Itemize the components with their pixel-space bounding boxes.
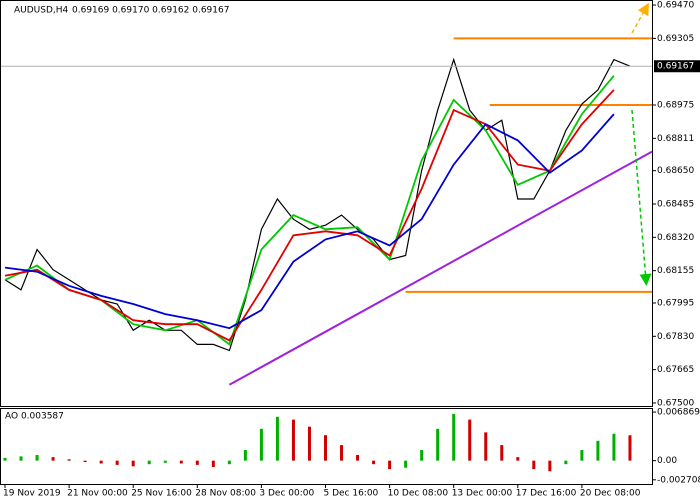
ao-bar [516, 457, 520, 461]
moving-average [4, 113, 615, 330]
ao-bar [51, 457, 55, 461]
y-tick-label: 0.67500 [657, 398, 694, 408]
y-tick-label: 0.67995 [657, 298, 694, 308]
y-tick-label: 0.68320 [657, 233, 694, 243]
ao-bar [19, 456, 23, 461]
ao-bar [259, 428, 263, 461]
x-tick-label: 5 Dec 16:00 [323, 489, 378, 499]
x-tick-label: 20 Dec 08:00 [580, 489, 641, 499]
ao-bar [580, 450, 584, 461]
ao-bar [436, 428, 440, 461]
y-tick-label: 0.68485 [657, 200, 694, 210]
ao-bar [323, 435, 327, 461]
ao-bar [404, 460, 408, 468]
x-tick-label: 17 Dec 16:00 [516, 489, 577, 499]
y-tick-label: 0.68155 [657, 266, 694, 276]
ao-bar [596, 440, 600, 461]
ao-bar [115, 460, 119, 465]
ao-bar [420, 450, 424, 461]
trendline [228, 150, 653, 386]
y-tick-label: 0.69305 [657, 34, 694, 44]
down-arrow [631, 109, 652, 286]
y-tick-label: 0.67830 [657, 332, 694, 342]
ao-bar [243, 450, 247, 461]
ao-bar [372, 460, 376, 465]
ao-bar [500, 445, 504, 461]
ao-bar [468, 419, 472, 461]
y-tick-label: 0.67665 [657, 365, 694, 375]
y-tick-label: 0.68811 [657, 134, 694, 144]
ao-bar [67, 459, 71, 461]
ao-bar [388, 460, 392, 470]
ao-bar [147, 460, 151, 465]
ao-bar [99, 460, 103, 464]
ao-bar [195, 460, 199, 465]
ao-tick-label: 0.00 [657, 456, 677, 466]
quote: 0.69169 0.69170 0.69162 0.69167 [72, 6, 229, 16]
ao-bar [484, 432, 488, 461]
symbol: AUDUSD,H4 [14, 6, 69, 16]
x-tick-label: 28 Nov 08:00 [195, 489, 256, 499]
ao-bar [612, 433, 616, 461]
ao-bar [356, 454, 360, 461]
x-tick-label: 25 Nov 16:00 [131, 489, 192, 499]
ao-label: AO 0.003587 [5, 412, 64, 422]
moving-average [4, 89, 615, 342]
ao-bar [211, 460, 215, 468]
ao-bar [564, 460, 568, 465]
ao-bar [291, 419, 295, 461]
ao-bar [163, 460, 167, 463]
current-price-box [654, 60, 700, 73]
x-tick-label: 10 Dec 08:00 [388, 489, 449, 499]
y-tick-label: 0.68975 [657, 101, 694, 111]
price-line [4, 57, 631, 352]
ao-bar [179, 460, 183, 464]
current-price-label: 0.69167 [657, 62, 694, 72]
y-tick-label: 0.69470 [657, 1, 694, 11]
x-tick-label: 3 Dec 00:00 [259, 489, 314, 499]
ao-bar [3, 457, 7, 461]
ao-bar [340, 445, 344, 461]
ao-tick-label: -0.002708 [657, 475, 700, 485]
x-tick-label: 13 Dec 00:00 [452, 489, 513, 499]
ao-bar [35, 454, 39, 461]
ao-bar [628, 435, 632, 461]
ao-bar [83, 460, 87, 463]
ao-bar [307, 426, 311, 461]
ao-bar [532, 460, 536, 470]
ao-tick-label: 0.006869 [657, 408, 700, 418]
ao-bar [275, 416, 279, 461]
ao-bar [227, 460, 231, 465]
x-tick-label: 19 Nov 2019 [3, 489, 61, 499]
up-arrow [631, 2, 649, 34]
x-tick-label: 21 Nov 00:00 [67, 489, 128, 499]
ao-bar [548, 460, 552, 472]
ao-bar [452, 413, 456, 461]
ao-bar [131, 460, 135, 467]
y-tick-label: 0.68650 [657, 166, 694, 176]
main-panel [0, 0, 653, 407]
